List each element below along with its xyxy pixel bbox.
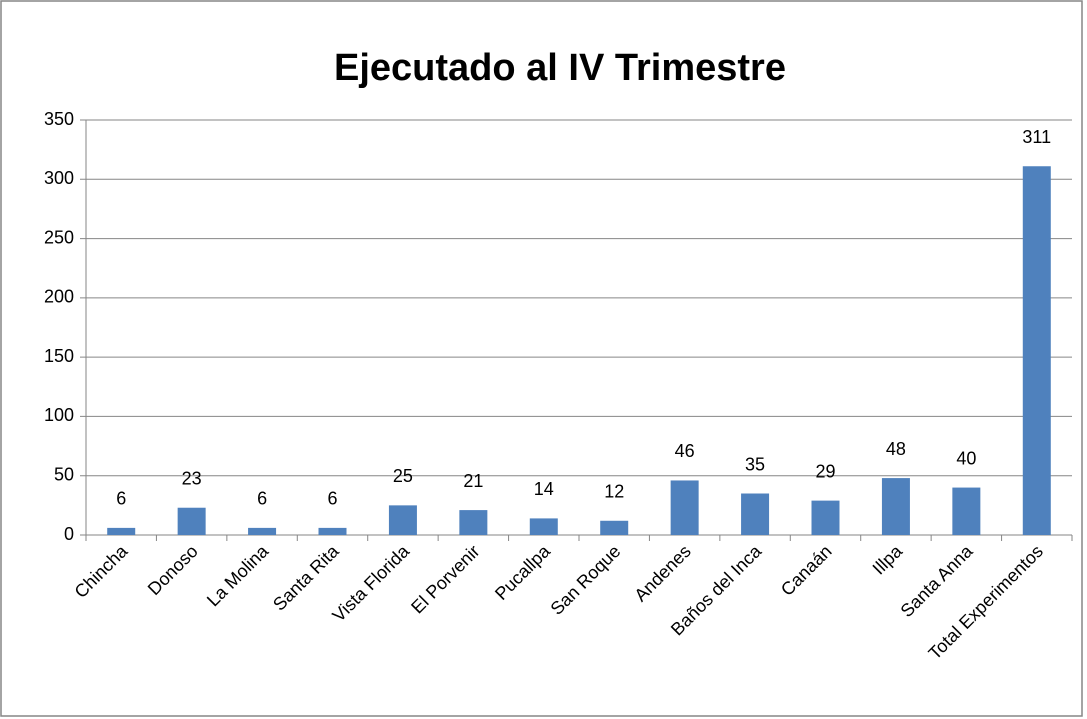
- data-label: 21: [463, 471, 483, 491]
- bar: [107, 527, 136, 535]
- bar: [459, 510, 488, 535]
- data-label: 35: [745, 454, 765, 474]
- chart-title: Ejecutado al IV Trimestre: [334, 47, 786, 89]
- data-label: 40: [956, 448, 976, 468]
- y-tick-label: 300: [44, 168, 74, 188]
- y-tick-label: 0: [64, 524, 74, 544]
- bar: [388, 505, 417, 535]
- data-label: 6: [327, 489, 337, 509]
- bar: [177, 507, 206, 535]
- bar: [248, 527, 277, 535]
- y-tick-label: 50: [54, 464, 74, 484]
- data-label: 6: [257, 489, 267, 509]
- bar: [600, 520, 629, 535]
- bar: [741, 493, 770, 535]
- bar: [318, 527, 347, 535]
- data-label: 6: [116, 489, 126, 509]
- data-label: 48: [886, 439, 906, 459]
- data-label: 25: [393, 466, 413, 486]
- data-label: 46: [675, 441, 695, 461]
- y-tick-label: 250: [44, 227, 74, 247]
- data-label: 23: [182, 468, 202, 488]
- y-tick-label: 100: [44, 405, 74, 425]
- y-tick-label: 350: [44, 109, 74, 129]
- data-label: 311: [1022, 127, 1051, 147]
- data-label: 12: [604, 482, 624, 502]
- y-tick-label: 150: [44, 346, 74, 366]
- bar: [1022, 166, 1051, 535]
- y-tick-label: 200: [44, 287, 74, 307]
- bar: [881, 478, 910, 535]
- bar: [952, 487, 981, 535]
- bar: [529, 518, 558, 535]
- bar: [670, 480, 699, 535]
- data-label: 14: [534, 479, 554, 499]
- data-label: 29: [815, 461, 835, 481]
- bar: [811, 500, 840, 535]
